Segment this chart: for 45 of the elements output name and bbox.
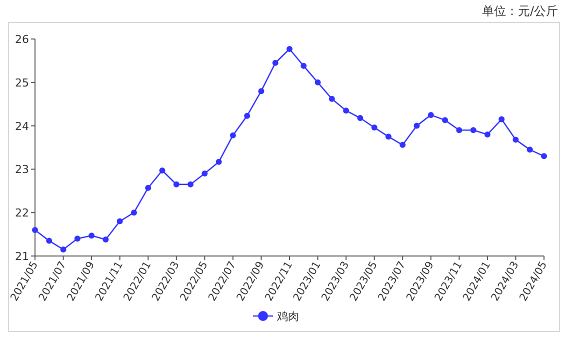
legend-label: 鸡肉 [276,310,299,323]
point [258,88,264,94]
y-tick-label: 23 [15,163,29,176]
point [173,181,180,188]
point [202,170,208,177]
point [102,236,109,243]
point [442,117,448,124]
point [456,127,462,134]
point [116,218,123,224]
y-tick-label: 25 [15,76,29,90]
point [300,62,307,69]
point [74,236,80,242]
point [32,226,38,233]
point [400,142,406,148]
point [484,131,490,138]
point [541,153,547,160]
y-tick-label: 26 [15,33,29,46]
point [88,232,95,239]
point [60,246,66,252]
y-tick-label: 21 [15,250,29,263]
point [343,108,350,114]
point [357,114,364,121]
point [371,124,378,131]
y-tick-label: 24 [15,120,29,133]
point [526,146,533,153]
point [159,168,166,174]
y-tick-label: 22 [15,206,29,220]
point [230,132,236,138]
point [145,184,152,191]
point [244,112,250,119]
point [216,158,222,165]
point [414,122,420,129]
point [130,210,137,216]
point [328,96,335,102]
point [46,238,52,244]
point [286,46,292,52]
point [470,127,476,134]
point [428,112,434,118]
point [498,116,505,122]
point [512,136,519,143]
point [188,181,194,188]
point [272,60,278,66]
text: 单位：元/公斤 [482,4,558,18]
point [385,134,392,140]
point [314,79,321,86]
